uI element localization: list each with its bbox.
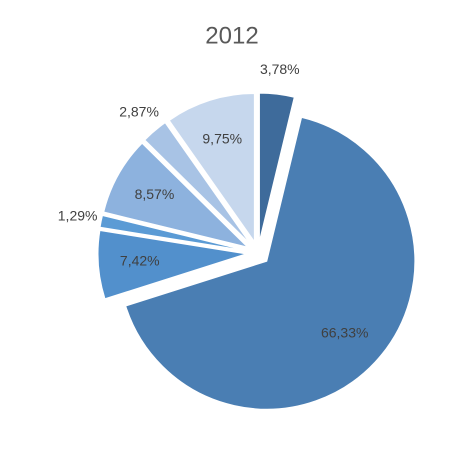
pie-slice — [144, 122, 251, 245]
data-label: 2,87% — [119, 103, 159, 119]
data-label: 8,57% — [135, 186, 175, 202]
pie-slice — [103, 142, 250, 249]
pie-slice — [99, 214, 247, 252]
data-label: 3,78% — [260, 61, 300, 77]
data-label: 1,29% — [58, 207, 98, 223]
pie-slice — [168, 93, 255, 244]
pie-slice — [258, 92, 295, 242]
data-label: 66,33% — [321, 325, 368, 341]
data-label: 7,42% — [120, 253, 160, 269]
pie-slice — [125, 116, 416, 410]
chart-title: 2012 — [205, 22, 258, 49]
data-label: 9,75% — [202, 131, 242, 147]
pie-slice — [97, 229, 247, 300]
